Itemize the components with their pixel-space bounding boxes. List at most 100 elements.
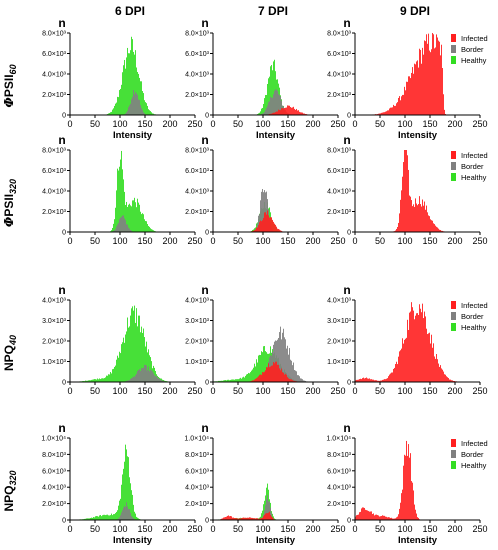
x-tick-label: 0 bbox=[352, 119, 357, 129]
x-tick-label: 150 bbox=[137, 524, 152, 534]
histogram-bar-infected bbox=[396, 361, 397, 382]
histogram-bar-healthy bbox=[243, 376, 244, 382]
histogram-bar-infected bbox=[401, 96, 402, 115]
histogram-bar-border bbox=[141, 367, 142, 382]
y-tick-label: 0 bbox=[205, 380, 209, 387]
histogram-bar-healthy bbox=[235, 379, 236, 382]
histogram-bar-border bbox=[279, 95, 280, 115]
histogram-panel: n 0 1.0×10³ 2.0×10³ 3.0×10³ 4.0×10³ 0 50 100 150 2… bbox=[327, 283, 488, 396]
y-tick-label: 2.0×10³ bbox=[42, 209, 67, 216]
histogram-bar-infected bbox=[268, 512, 269, 520]
x-tick-label: 50 bbox=[233, 386, 243, 396]
histogram-bar-border bbox=[129, 228, 130, 232]
histogram-bar-healthy bbox=[143, 214, 144, 232]
histogram-bar-border bbox=[305, 380, 306, 382]
histogram-bar-healthy bbox=[231, 379, 232, 382]
histogram-bar-border bbox=[161, 380, 162, 382]
histogram-bar-border bbox=[127, 110, 128, 115]
histogram-bar-infected bbox=[242, 517, 243, 520]
histogram-bar-healthy bbox=[261, 513, 262, 520]
histogram-bar-healthy bbox=[129, 326, 130, 382]
histogram-bar-infected bbox=[373, 513, 374, 520]
x-tick-label: 50 bbox=[375, 386, 385, 396]
histogram-bar-healthy bbox=[223, 380, 224, 382]
histogram-bar-infected bbox=[364, 378, 365, 382]
histogram-bar-infected bbox=[262, 372, 263, 382]
histogram-bar-infected bbox=[413, 310, 414, 382]
histogram-bar-infected bbox=[270, 217, 271, 232]
histogram-bar-infected bbox=[303, 113, 304, 115]
histogram-bar-infected bbox=[401, 190, 402, 232]
histogram-bar-infected bbox=[277, 111, 278, 115]
histogram-bar-healthy bbox=[218, 380, 219, 382]
histogram-bar-infected bbox=[406, 440, 407, 520]
histogram-bar-border bbox=[265, 192, 266, 232]
histogram-bar-healthy bbox=[116, 359, 117, 382]
histogram-bar-border bbox=[296, 371, 297, 382]
x-tick-label: 50 bbox=[375, 524, 385, 534]
histogram-bar-infected bbox=[378, 380, 379, 382]
histogram-bar-infected bbox=[398, 222, 399, 232]
x-tick-label: 100 bbox=[112, 524, 127, 534]
histogram-bar-infected bbox=[291, 107, 292, 115]
y-axis-n-label: n bbox=[58, 133, 65, 147]
histogram-bar-infected bbox=[389, 108, 390, 115]
histogram-bar-infected bbox=[244, 517, 245, 520]
histogram-bar-healthy bbox=[250, 372, 251, 382]
histogram-bar-infected bbox=[433, 343, 434, 382]
histogram-bar-infected bbox=[405, 150, 406, 232]
y-tick-label: 3.0×10³ bbox=[327, 318, 352, 325]
histogram-bar-border bbox=[130, 379, 131, 382]
histogram-bar-infected bbox=[290, 379, 291, 382]
histogram-bar-healthy bbox=[120, 159, 121, 232]
histogram-bar-infected bbox=[252, 380, 253, 382]
histogram-bar-border bbox=[129, 105, 130, 115]
y-axis-n-label: n bbox=[58, 421, 65, 435]
y-tick-label: 3.0×10³ bbox=[42, 318, 67, 325]
histogram-bar-infected bbox=[411, 200, 412, 232]
histogram-bar-healthy bbox=[264, 98, 265, 115]
histogram-bar-healthy bbox=[256, 359, 257, 382]
histogram-bar-infected bbox=[273, 112, 274, 115]
histogram-bar-healthy bbox=[274, 59, 275, 115]
legend-swatch-border bbox=[451, 162, 456, 170]
histogram-bar-infected bbox=[278, 364, 279, 382]
x-tick-label: 150 bbox=[137, 236, 152, 246]
histogram-bar-infected bbox=[279, 109, 280, 115]
histogram-bar-healthy bbox=[133, 51, 134, 115]
histogram-bar-infected bbox=[410, 453, 411, 520]
histogram-bar-healthy bbox=[145, 102, 146, 115]
histogram-bar-border bbox=[130, 513, 131, 520]
y-axis-n-label: n bbox=[343, 421, 350, 435]
histogram-bar-infected bbox=[434, 224, 435, 232]
histogram-bar-healthy bbox=[141, 81, 142, 115]
histogram-bar-infected bbox=[399, 213, 400, 232]
y-axis-n-label: n bbox=[201, 421, 208, 435]
x-axis-title: Intensity bbox=[398, 130, 438, 141]
x-tick-label: 100 bbox=[255, 119, 270, 129]
histogram-bar-healthy bbox=[262, 352, 263, 382]
x-tick-label: 150 bbox=[137, 386, 152, 396]
histogram-bar-infected bbox=[409, 312, 410, 382]
histogram-bar-infected bbox=[433, 34, 434, 115]
histogram-bar-healthy bbox=[133, 200, 134, 232]
x-tick-label: 100 bbox=[397, 524, 412, 534]
histogram-bar-infected bbox=[399, 96, 400, 115]
histogram-bar-infected bbox=[245, 517, 246, 520]
histogram-bar-healthy bbox=[116, 190, 117, 232]
histogram-bar-infected bbox=[372, 513, 373, 520]
y-tick-label: 2.0×10³ bbox=[327, 209, 352, 216]
histogram-bar-infected bbox=[399, 508, 400, 520]
histogram-bar-healthy bbox=[139, 518, 140, 520]
histogram-bar-infected bbox=[395, 230, 396, 232]
histogram-bar-infected bbox=[229, 516, 230, 520]
histogram-bar-border bbox=[125, 220, 126, 232]
histogram-bar-infected bbox=[276, 361, 277, 382]
histogram-bar-healthy bbox=[260, 516, 261, 520]
histogram-bar-healthy bbox=[109, 515, 110, 520]
histogram-bar-healthy bbox=[123, 337, 124, 382]
histogram-bar-infected bbox=[292, 107, 293, 115]
histogram-bar-infected bbox=[273, 221, 274, 232]
histogram-bar-infected bbox=[429, 332, 430, 382]
histogram-bar-healthy bbox=[86, 518, 87, 520]
